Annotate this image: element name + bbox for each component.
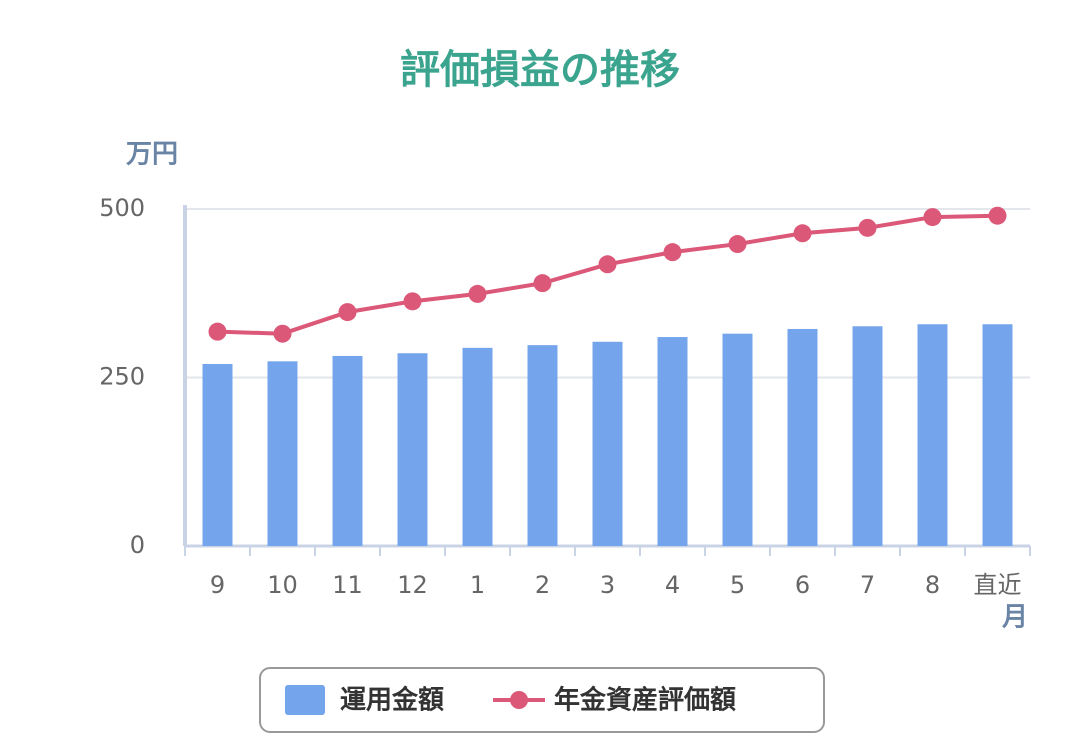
x-tick-label: 4 xyxy=(665,571,680,599)
x-tick-label: 直近 xyxy=(974,571,1022,599)
marker xyxy=(533,274,552,293)
legend-swatch xyxy=(285,685,325,715)
y-tick-label: 0 xyxy=(130,531,145,559)
marker xyxy=(598,255,617,274)
x-tick-label: 9 xyxy=(210,571,225,599)
x-tick-label: 10 xyxy=(267,571,298,599)
y-tick-label: 500 xyxy=(99,194,145,222)
bar xyxy=(592,341,623,546)
bar xyxy=(397,353,428,546)
bar xyxy=(527,345,558,546)
x-tick-label: 3 xyxy=(600,571,615,599)
bar xyxy=(722,333,753,546)
bar xyxy=(787,328,818,546)
marker xyxy=(273,324,292,343)
marker xyxy=(403,292,422,311)
marker xyxy=(923,208,942,227)
x-tick-label: 1 xyxy=(470,571,485,599)
legend-swatch xyxy=(510,691,529,709)
x-tick-label: 8 xyxy=(925,571,940,599)
bar xyxy=(657,337,688,546)
bar xyxy=(852,326,883,546)
marker xyxy=(208,322,227,341)
marker xyxy=(663,243,682,262)
x-axis-label: 月 xyxy=(1001,603,1028,633)
legend-label: 年金資産評価額 xyxy=(554,685,736,716)
marker xyxy=(468,284,487,303)
legend-label: 運用金額 xyxy=(340,685,444,716)
bar xyxy=(267,361,298,546)
x-tick-label: 7 xyxy=(860,571,875,599)
marker xyxy=(338,303,357,322)
bar xyxy=(202,364,233,546)
x-tick-label: 2 xyxy=(535,571,550,599)
bar xyxy=(332,355,363,546)
bar xyxy=(917,324,948,546)
y-tick-label: 250 xyxy=(99,363,145,391)
marker xyxy=(728,235,747,254)
bar xyxy=(982,324,1013,546)
marker xyxy=(858,218,877,237)
x-tick-label: 5 xyxy=(730,571,745,599)
x-tick-label: 12 xyxy=(397,571,428,599)
x-tick-label: 11 xyxy=(332,571,363,599)
line xyxy=(217,213,998,336)
bar xyxy=(462,347,493,546)
marker xyxy=(793,224,812,243)
x-tick-label: 6 xyxy=(795,571,810,599)
chart-title: 評価損益の推移 xyxy=(400,47,680,93)
y-axis-label: 万円 xyxy=(126,140,178,170)
marker xyxy=(988,206,1007,225)
